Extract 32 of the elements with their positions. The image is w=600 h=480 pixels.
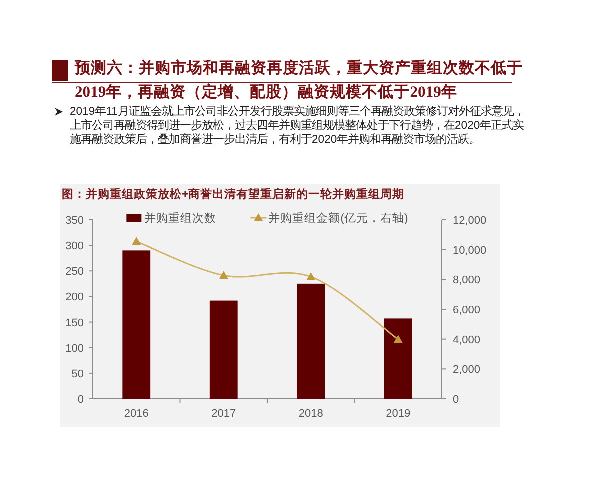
- y2-tick-label: 0: [453, 394, 460, 406]
- y2-tick-label: 8,000: [453, 274, 481, 287]
- point: [132, 237, 142, 246]
- point: [306, 272, 316, 280]
- y2-tick-label: 4,000: [453, 334, 481, 346]
- bar: [297, 284, 326, 399]
- chart-title: 图：并购重组政策放松+商誉出清有望重启新的一轮并购重组周期: [62, 187, 405, 201]
- bar: [122, 250, 151, 399]
- bar: [384, 318, 412, 399]
- y-tick-label: 0: [78, 394, 84, 406]
- point: [219, 271, 228, 280]
- y2-tick-label: 10,000: [453, 244, 487, 257]
- text: 预测六：并购市场和再融资再度活跃，重大资产重组次数不低于2019年，再融资（定增、配股）融资规模不低于2019年: [75, 58, 524, 103]
- y-tick-label: 150: [66, 317, 84, 330]
- x-tick-label: 2016: [124, 408, 149, 420]
- y-tick-label: 250: [66, 266, 84, 278]
- point: [394, 335, 403, 344]
- x-tick-label: 2019: [386, 408, 411, 420]
- legend-label: 并购重组金额(亿元，右轴): [268, 211, 408, 225]
- x-tick-label: 2017: [212, 408, 236, 420]
- text: 2019年11月证监会就上市公司非公开发行股票实施细则等三个再融资政策修订对外征求意见，上市公司再融资得到进一步放松，过去四年并购重组规模整体处于下行趋势，在2020年正式实施再融资政策后，叠加商誉进一步出清后，有利于2020年并购和再融资市场的活跃。: [70, 105, 526, 147]
- y-tick-label: 50: [72, 368, 84, 380]
- legend-label: 并购重组次数: [144, 211, 217, 225]
- y-tick-label: 350: [66, 215, 84, 227]
- y2-tick-label: 2,000: [453, 364, 481, 376]
- y2-tick-label: 6,000: [453, 304, 481, 316]
- y2-tick-label: 12,000: [453, 215, 487, 227]
- y-tick-label: 200: [66, 292, 84, 304]
- y-tick-label: 100: [66, 342, 84, 355]
- y-tick-label: 300: [66, 240, 84, 253]
- x-tick-label: 2018: [298, 408, 324, 420]
- bar: [210, 300, 238, 399]
